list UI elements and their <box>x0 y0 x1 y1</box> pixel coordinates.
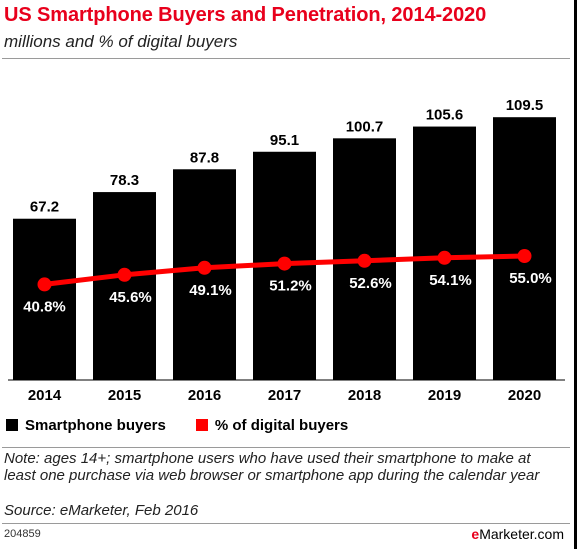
legend-swatch-bars <box>6 419 18 431</box>
line-point-2014 <box>37 277 52 292</box>
line-value-label-2017: 51.2% <box>269 278 312 295</box>
line-point-2017 <box>277 256 292 271</box>
bar-value-label-2019: 105.6 <box>426 107 464 124</box>
x-tick-label-2014: 2014 <box>28 387 62 404</box>
chart-source: Source: eMarketer, Feb 2016 <box>4 502 199 519</box>
chart-plot: 67.2 2014 78.3 2015 87.8 2016 95.1 2017 100.7 201… <box>8 97 565 404</box>
chart-note: Note: ages 14+; smartphone users who hav… <box>4 450 540 484</box>
legend-label-bars: Smartphone buyers <box>25 416 166 434</box>
line-value-label-2018: 52.6% <box>349 275 392 292</box>
emarketer-logo[interactable]: eMarketer.com <box>471 526 564 542</box>
line-value-label-2014: 40.8% <box>23 298 66 315</box>
x-tick-label-2019: 2019 <box>428 387 461 404</box>
chart-legend: Smartphone buyers % of digital buyers <box>6 414 378 436</box>
chart-title: US Smartphone Buyers and Penetration, 20… <box>4 4 487 26</box>
legend-item-bars: Smartphone buyers <box>6 417 166 434</box>
x-tick-label-2017: 2017 <box>268 387 301 404</box>
bar-2014 <box>13 218 76 380</box>
line-point-2019 <box>437 250 452 265</box>
legend-label-line: % of digital buyers <box>214 416 349 434</box>
legend-swatch-line <box>195 419 208 431</box>
bar-2015 <box>93 192 156 380</box>
footer-divider <box>2 523 570 524</box>
line-point-2020 <box>517 249 532 263</box>
line-point-2018 <box>357 253 372 268</box>
logo-domain: .com <box>533 526 564 542</box>
logo-suffix: Marketer <box>479 526 534 542</box>
line-value-label-2020: 55.0% <box>509 270 552 287</box>
bar-value-label-2016: 87.8 <box>190 149 219 166</box>
legend-divider <box>2 447 570 448</box>
line-point-2016 <box>197 260 212 275</box>
bar-value-label-2014: 67.2 <box>30 199 59 216</box>
line-value-label-2015: 45.6% <box>109 289 152 306</box>
bar-value-label-2017: 95.1 <box>270 132 299 149</box>
x-tick-label-2018: 2018 <box>348 387 381 404</box>
x-tick-label-2015: 2015 <box>108 387 141 404</box>
line-point-2015 <box>117 267 132 282</box>
bar-value-label-2015: 78.3 <box>110 172 139 189</box>
x-tick-label-2020: 2020 <box>508 387 541 404</box>
chart-id: 204859 <box>4 528 41 540</box>
line-value-label-2016: 49.1% <box>189 282 232 299</box>
line-value-label-2019: 54.1% <box>429 272 472 289</box>
bar-value-label-2020: 109.5 <box>506 97 544 114</box>
bar-value-label-2018: 100.7 <box>346 118 384 135</box>
chart-subtitle: millions and % of digital buyers <box>4 32 238 51</box>
header-divider <box>2 58 570 59</box>
legend-item-line: % of digital buyers <box>195 416 349 434</box>
logo-prefix: e <box>471 526 480 542</box>
bar-2020 <box>493 117 556 380</box>
x-tick-label-2016: 2016 <box>188 387 221 404</box>
